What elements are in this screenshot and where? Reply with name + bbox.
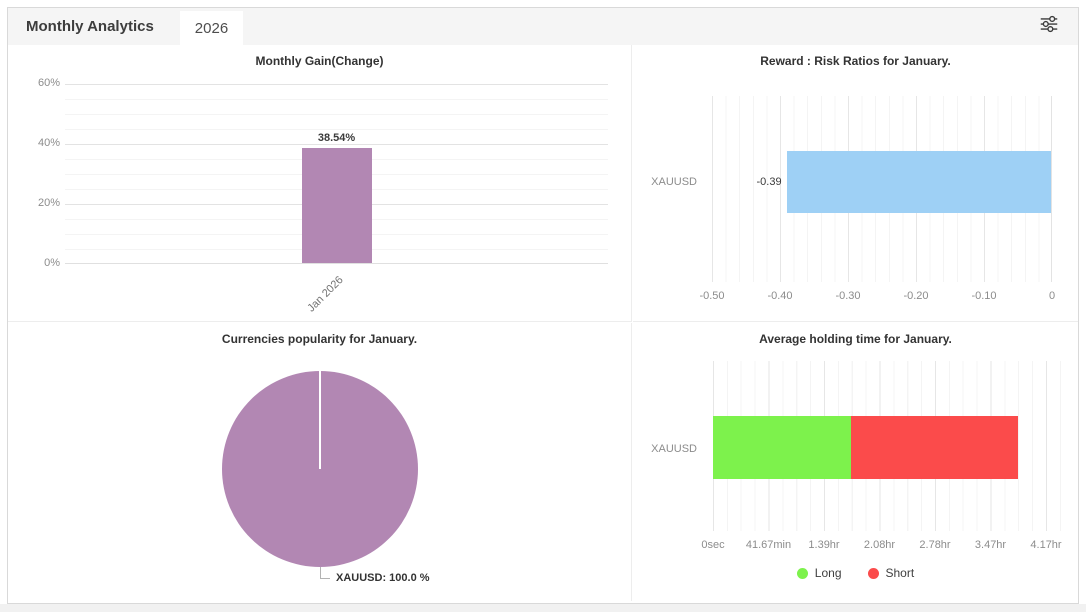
plot-area: 38.54% <box>65 84 608 264</box>
legend-item-short[interactable]: Short <box>867 566 915 580</box>
sliders-icon <box>1038 13 1060 40</box>
y-axis-tick: 0% <box>44 257 60 269</box>
chart-title: Average holding time for January. <box>759 332 952 346</box>
legend-dot <box>867 567 879 579</box>
x-axis-tick: -0.40 <box>767 290 793 302</box>
x-axis-tick: 2.78hr <box>919 539 951 551</box>
chart-currencies-popularity: Currencies popularity for January. XAUUS… <box>8 323 632 601</box>
plot-area <box>713 361 1065 531</box>
x-axis-tick: 2.08hr <box>863 539 896 551</box>
legend-label: Long <box>814 566 842 580</box>
pie-callout-line <box>320 578 330 579</box>
stacked-bar <box>713 416 1065 479</box>
chart-monthly-gain: Monthly Gain(Change) 60% 40% 20% 0% 38.5… <box>8 45 632 322</box>
analytics-panel: Monthly Analytics 2026 Monthly Gain(Chan… <box>7 7 1079 604</box>
chart-title: Currencies popularity for January. <box>221 332 418 346</box>
y-axis-tick: 20% <box>37 197 60 209</box>
x-axis-tick: 1.39hr <box>808 539 840 551</box>
x-axis-tick: 0sec <box>701 539 725 551</box>
chart-avg-holding-time: Average holding time for January. XAUUSD… <box>633 323 1078 601</box>
plot-area: -0.39 <box>712 96 1052 282</box>
charts-grid: Monthly Gain(Change) 60% 40% 20% 0% 38.5… <box>8 45 1078 601</box>
y-axis-category: XAUUSD <box>651 443 697 455</box>
page-title: Monthly Analytics <box>26 18 154 35</box>
pie-callout-line <box>320 567 321 579</box>
legend-label: Short <box>885 566 915 580</box>
header-spacer <box>243 8 1034 45</box>
y-axis-tick: 60% <box>37 77 60 89</box>
y-axis-category: XAUUSD <box>651 176 697 188</box>
chart-title: Monthly Gain(Change) <box>255 54 384 68</box>
rr-bar-value: -0.39 <box>756 176 782 188</box>
x-axis-tick: -0.20 <box>903 290 929 302</box>
chart-title: Reward : Risk Ratios for January. <box>760 54 951 68</box>
x-axis-category: Jan 2026 <box>304 274 346 315</box>
legend-item-long[interactable]: Long <box>796 566 842 580</box>
x-axis-tick: 4.17hr <box>1030 539 1062 551</box>
pie-slice-divider <box>319 371 321 469</box>
legend-dot <box>796 567 808 579</box>
tab-2026[interactable]: 2026 <box>179 11 244 45</box>
x-axis-tick: 3.47hr <box>974 539 1007 551</box>
x-axis-tick: 41.67min <box>745 539 792 551</box>
x-axis-tick: -0.10 <box>971 290 997 302</box>
x-axis-tick: -0.50 <box>699 290 725 302</box>
header-bar: Monthly Analytics 2026 <box>8 8 1078 45</box>
holding-segment <box>713 416 852 479</box>
filter-settings-button[interactable] <box>1034 12 1064 42</box>
chart-reward-risk: Reward : Risk Ratios for January. XAUUSD… <box>633 45 1078 322</box>
gain-bar <box>301 148 372 263</box>
x-axis-tick: 0 <box>1048 290 1056 302</box>
holding-segment <box>851 416 1018 479</box>
page-bottom-strip <box>0 604 1086 612</box>
x-axis-tick: -0.30 <box>835 290 861 302</box>
rr-bar <box>786 151 1051 213</box>
y-axis-tick: 40% <box>37 137 60 149</box>
pie-slice-label: XAUUSD: 100.0 % <box>336 572 430 584</box>
gain-bar-value: 38.54% <box>317 132 356 145</box>
legend: Long Short <box>633 566 1078 580</box>
